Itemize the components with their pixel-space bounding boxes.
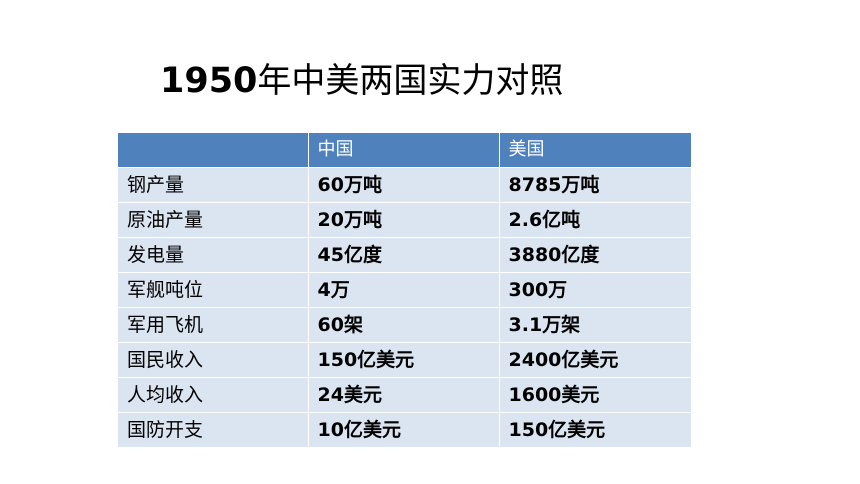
usa-value: 1600美元 [498,377,691,413]
china-value: 150亿美元 [307,342,499,378]
header-china: 中国 [307,133,499,168]
metric-cell: 国民收入 [118,342,308,378]
china-value: 60万吨 [307,167,499,203]
usa-value: 2.6亿吨 [498,202,691,238]
comparison-table: 中国 美国 钢产量 60万吨 8785万吨 原油产量 20万吨 2.6亿吨 发电… [118,133,691,448]
metric-cell: 钢产量 [118,167,308,203]
title-year: 1950 [160,61,258,101]
usa-value: 300万 [498,272,691,308]
usa-value: 3.1万架 [498,307,691,343]
table-row: 发电量 45亿度 3880亿度 [118,237,691,273]
usa-value: 150亿美元 [498,412,691,448]
usa-value: 8785万吨 [498,167,691,203]
table-row: 国民收入 150亿美元 2400亿美元 [118,342,691,378]
table-row: 军舰吨位 4万 300万 [118,272,691,308]
table-row: 人均收入 24美元 1600美元 [118,377,691,413]
china-value: 20万吨 [307,202,499,238]
china-value: 45亿度 [307,237,499,273]
usa-value: 3880亿度 [498,237,691,273]
header-usa: 美国 [498,133,691,168]
china-value: 60架 [307,307,499,343]
usa-value: 2400亿美元 [498,342,691,378]
slide-title: 1950年中美两国实力对照 [160,56,563,106]
china-value: 24美元 [307,377,499,413]
metric-cell: 原油产量 [118,202,308,238]
title-text: 年中美两国实力对照 [257,61,564,101]
metric-cell: 军用飞机 [118,307,308,343]
table-row: 原油产量 20万吨 2.6亿吨 [118,202,691,238]
china-value: 4万 [307,272,499,308]
metric-cell: 国防开支 [118,412,308,448]
metric-cell: 发电量 [118,237,308,273]
metric-cell: 军舰吨位 [118,272,308,308]
table-row: 钢产量 60万吨 8785万吨 [118,167,691,203]
header-metric [118,133,308,168]
table-row: 国防开支 10亿美元 150亿美元 [118,412,691,448]
table-row: 军用飞机 60架 3.1万架 [118,307,691,343]
table-header-row: 中国 美国 [118,133,691,168]
metric-cell: 人均收入 [118,377,308,413]
china-value: 10亿美元 [307,412,499,448]
